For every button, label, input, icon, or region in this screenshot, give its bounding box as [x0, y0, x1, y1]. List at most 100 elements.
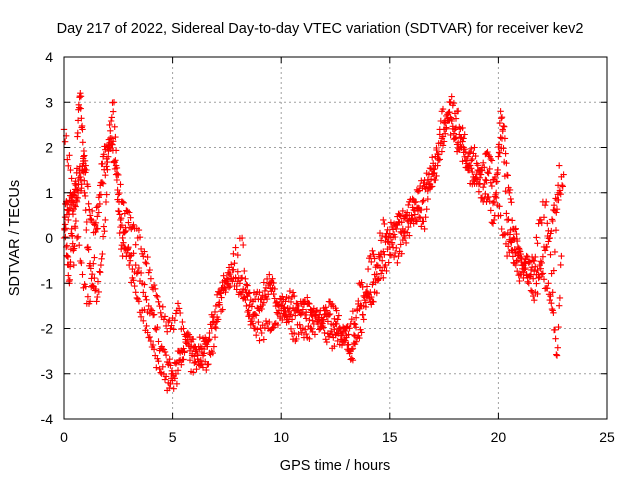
data-point — [103, 163, 110, 170]
data-point — [440, 138, 448, 145]
data-point — [120, 239, 127, 246]
data-point — [512, 261, 519, 269]
data-point — [74, 129, 81, 137]
data-point — [532, 263, 539, 270]
data-point — [170, 326, 177, 333]
data-point — [102, 172, 109, 179]
data-point — [495, 141, 503, 148]
data-point — [85, 200, 92, 207]
data-point — [295, 302, 302, 310]
data-point — [491, 193, 499, 200]
data-point — [503, 171, 511, 179]
data-point — [434, 150, 441, 158]
data-point — [349, 308, 357, 315]
data-point — [185, 343, 193, 350]
data-point — [238, 234, 246, 242]
data-point — [78, 259, 85, 267]
data-point — [502, 150, 509, 157]
chart-title: Day 217 of 2022, Sidereal Day-to-day VTE… — [57, 21, 584, 37]
data-point — [256, 289, 263, 296]
data-point — [186, 357, 194, 364]
data-point — [493, 178, 501, 185]
data-point — [535, 220, 542, 227]
data-point — [81, 152, 88, 159]
data-point — [84, 293, 92, 300]
data-point — [286, 313, 294, 320]
data-point — [205, 336, 212, 344]
data-point — [513, 257, 520, 265]
data-point — [448, 117, 455, 125]
data-point — [166, 384, 173, 392]
data-point — [82, 192, 89, 200]
data-point — [424, 176, 431, 183]
data-point — [248, 303, 256, 310]
data-point — [540, 214, 548, 221]
data-point — [350, 320, 358, 327]
data-point — [375, 251, 383, 258]
data-point — [556, 162, 563, 169]
data-point — [274, 321, 282, 329]
data-point — [440, 119, 448, 126]
data-point — [111, 123, 118, 130]
data-point — [157, 369, 164, 376]
data-point — [359, 311, 366, 319]
data-point — [145, 334, 152, 341]
data-point — [233, 282, 240, 290]
data-point — [236, 280, 244, 287]
data-point — [84, 183, 92, 190]
data-point — [67, 166, 74, 174]
data-point — [409, 215, 416, 222]
data-point — [121, 210, 128, 217]
data-point — [488, 182, 496, 190]
data-point — [414, 204, 422, 211]
data-point — [476, 180, 484, 187]
data-point — [114, 170, 121, 177]
data-point — [109, 147, 117, 154]
data-point — [419, 198, 426, 205]
data-point — [115, 191, 122, 198]
data-point — [543, 243, 551, 250]
data-point — [159, 303, 166, 310]
data-point — [519, 265, 526, 272]
data-point — [92, 228, 99, 236]
data-point — [212, 318, 220, 326]
data-point — [487, 155, 494, 163]
data-point — [352, 324, 360, 331]
data-point — [543, 198, 550, 205]
data-point — [86, 212, 94, 219]
data-point — [301, 311, 309, 319]
data-point — [368, 258, 375, 266]
data-point — [155, 298, 162, 305]
data-point — [143, 260, 150, 267]
data-point — [534, 240, 541, 247]
data-point — [104, 158, 111, 166]
data-point — [271, 295, 278, 302]
data-point — [478, 167, 486, 174]
data-point — [83, 226, 90, 234]
data-point — [152, 285, 159, 292]
data-point — [322, 336, 329, 343]
data-point — [212, 325, 220, 332]
data-point — [193, 366, 200, 373]
data-point — [402, 239, 410, 247]
data-point — [357, 326, 364, 333]
data-point — [263, 275, 271, 283]
data-point — [352, 314, 360, 321]
data-point — [411, 211, 418, 218]
data-point — [285, 295, 292, 302]
data-point — [242, 275, 249, 282]
data-point — [360, 316, 367, 323]
data-point — [155, 358, 162, 365]
data-point — [298, 310, 305, 317]
data-point — [89, 282, 96, 289]
data-point — [553, 209, 560, 216]
data-point — [137, 269, 145, 277]
data-point — [509, 253, 517, 260]
data-point — [496, 203, 503, 210]
data-point — [132, 261, 139, 269]
data-point — [145, 302, 152, 310]
data-point — [381, 251, 388, 258]
data-point — [234, 268, 241, 275]
data-point — [135, 264, 143, 272]
data-point — [99, 233, 107, 240]
